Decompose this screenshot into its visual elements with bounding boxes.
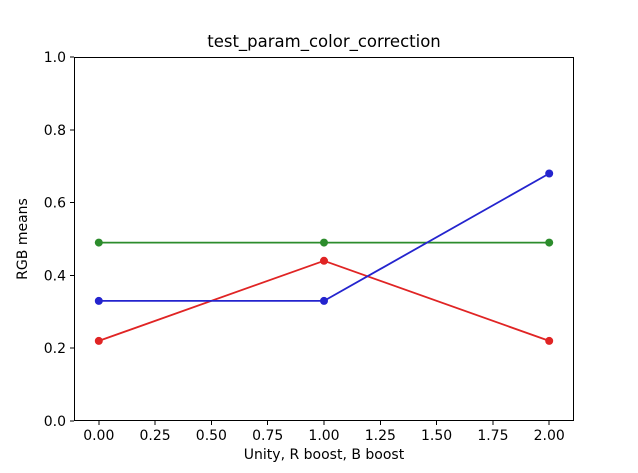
data-point-r-mean (320, 256, 328, 265)
y-tick-label: 0.2 (44, 341, 66, 357)
data-point-g-mean (545, 238, 554, 247)
y-tick-label: 0.4 (44, 268, 66, 284)
data-point-g-mean (320, 238, 328, 247)
data-point-b-mean (94, 296, 103, 305)
y-axis-label: RGB means (15, 198, 31, 280)
x-axis-label: Unity, R boost, B boost (244, 447, 405, 463)
chart-title: test_param_color_correction (207, 32, 441, 52)
data-point-b-mean (545, 169, 554, 178)
x-tick-label: 2.00 (534, 428, 565, 444)
x-tick-label: 1.50 (421, 428, 452, 444)
y-tick-label: 0.6 (44, 196, 66, 212)
data-point-r-mean (94, 336, 103, 345)
data-point-b-mean (320, 296, 328, 305)
series-line-b-mean (97, 172, 551, 302)
data-point-r-mean (545, 336, 554, 345)
plot-border (74, 57, 574, 421)
x-tick-label: 1.00 (308, 428, 339, 444)
x-tick-label: 0.50 (196, 428, 227, 444)
x-tick-label: 1.75 (477, 428, 508, 444)
plot-area: 0.00 0.25 0.50 0.75 1.00 1.25 1.50 1.75 2.00 0.0 0… (44, 50, 574, 444)
y-tick-label: 0.8 (44, 123, 66, 139)
x-tick-label: 0.25 (139, 428, 170, 444)
data-point-g-mean (94, 238, 103, 247)
x-tick-label: 1.25 (365, 428, 396, 444)
x-tick-label: 0.75 (252, 428, 283, 444)
x-tick-label: 0.00 (83, 428, 114, 444)
y-tick-label: 1.0 (44, 50, 66, 66)
y-tick-label: 0.0 (44, 414, 66, 430)
